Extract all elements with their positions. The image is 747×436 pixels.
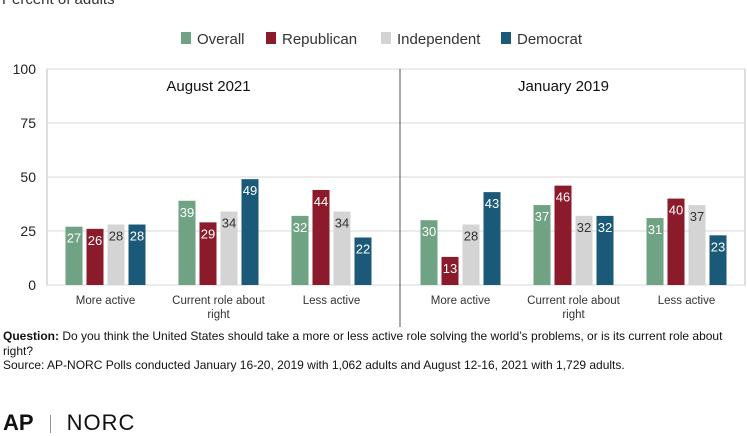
y-tick-label: 50 — [20, 169, 36, 185]
logos: AP NORC — [3, 410, 135, 436]
category-label: Less active — [303, 295, 361, 307]
labels: 0 25 50 75 100 August 2021 27 26 28 28 More active… — [13, 61, 726, 321]
category-label: right — [207, 309, 230, 321]
gridlines — [46, 68, 746, 327]
data-label-independent: 28 — [464, 229, 478, 244]
bar-republican-current-role-about-right — [554, 185, 572, 285]
data-label-republican: 13 — [443, 261, 457, 276]
category-label: Current role about — [172, 295, 265, 307]
data-label-republican: 29 — [201, 226, 215, 241]
bar-democrat-less-active — [354, 237, 372, 285]
data-label-republican: 44 — [314, 194, 328, 209]
category-label: Less active — [658, 295, 716, 307]
bar-democrat-current-role-about-right — [241, 179, 259, 285]
legend-label-independent: Independent — [397, 31, 481, 48]
data-label-democrat: 23 — [711, 239, 725, 254]
footnote: Question: Do you think the United States… — [3, 329, 745, 373]
legend-swatch-democrat — [501, 32, 511, 44]
bar-independent-more-active — [462, 224, 480, 285]
bar-republican-less-active — [312, 189, 330, 285]
y-tick-label: 25 — [20, 223, 36, 239]
legend: Overall Republican Independent Democrat — [181, 31, 583, 48]
data-label-independent: 37 — [690, 209, 704, 224]
panel-title-august-2021: August 2021 — [166, 78, 250, 95]
legend-label-democrat: Democrat — [517, 31, 583, 48]
bar-independent-less-active — [333, 211, 351, 285]
data-label-democrat: 28 — [130, 229, 144, 244]
data-label-overall: 27 — [67, 231, 81, 246]
category-label: More active — [76, 295, 135, 307]
question-text: Do you think the United States should ta… — [3, 329, 723, 358]
panel-title-january-2019: January 2019 — [518, 78, 609, 95]
category-label: More active — [431, 295, 490, 307]
bar-independent-less-active — [688, 205, 706, 285]
bar-overall-current-role-about-right — [533, 205, 551, 285]
bar-overall-less-active — [646, 218, 664, 285]
data-label-independent: 28 — [109, 229, 123, 244]
bar-republican-more-active — [86, 228, 104, 285]
y-tick-label: 100 — [13, 61, 37, 77]
legend-label-republican: Republican — [282, 31, 357, 48]
data-label-overall: 30 — [422, 224, 436, 239]
bars — [65, 179, 727, 285]
bar-democrat-more-active — [483, 192, 501, 285]
bar-independent-more-active — [107, 224, 125, 285]
ap-logo: AP — [3, 410, 34, 435]
data-label-republican: 26 — [88, 233, 102, 248]
source-text: Source: AP-NORC Polls conducted January … — [3, 358, 625, 372]
legend-swatch-independent — [381, 32, 391, 44]
y-tick-label: 75 — [20, 115, 36, 131]
bar-overall-current-role-about-right — [178, 200, 196, 285]
bar-overall-less-active — [291, 215, 309, 285]
data-label-republican: 46 — [556, 190, 570, 205]
legend-swatch-republican — [266, 32, 276, 44]
bar-democrat-more-active — [128, 224, 146, 285]
category-label: Current role about — [527, 295, 620, 307]
bar-independent-current-role-about-right — [220, 211, 238, 285]
bar-overall-more-active — [65, 226, 83, 285]
data-label-democrat: 49 — [243, 183, 257, 198]
bar-democrat-less-active — [709, 235, 727, 285]
data-label-independent: 34 — [222, 216, 236, 231]
bar-independent-current-role-about-right — [575, 215, 593, 285]
data-label-overall: 37 — [535, 209, 549, 224]
data-label-democrat: 22 — [356, 241, 370, 256]
legend-swatch-overall — [181, 32, 191, 44]
question-label: Question: — [3, 329, 59, 343]
norc-logo: NORC — [66, 410, 136, 435]
data-label-overall: 32 — [293, 220, 307, 235]
data-label-overall: 31 — [648, 222, 662, 237]
data-label-overall: 39 — [180, 205, 194, 220]
bar-republican-less-active — [667, 198, 685, 285]
data-label-republican: 40 — [669, 203, 683, 218]
data-label-democrat: 32 — [598, 220, 612, 235]
bar-republican-more-active — [441, 256, 459, 285]
legend-label-overall: Overall — [197, 31, 245, 48]
y-tick-label: 0 — [28, 277, 36, 293]
data-label-democrat: 43 — [485, 196, 499, 211]
category-label: right — [562, 309, 585, 321]
bar-overall-more-active — [420, 220, 438, 285]
grouped-bar-chart: Overall Republican Independent Democrat 0 25… — [13, 31, 746, 327]
logo-divider — [49, 415, 51, 434]
bar-democrat-current-role-about-right — [596, 215, 614, 285]
data-label-independent: 32 — [577, 220, 591, 235]
chart-subtitle: Percent of adults — [2, 0, 115, 8]
bar-republican-current-role-about-right — [199, 222, 217, 285]
data-label-independent: 34 — [335, 216, 349, 231]
